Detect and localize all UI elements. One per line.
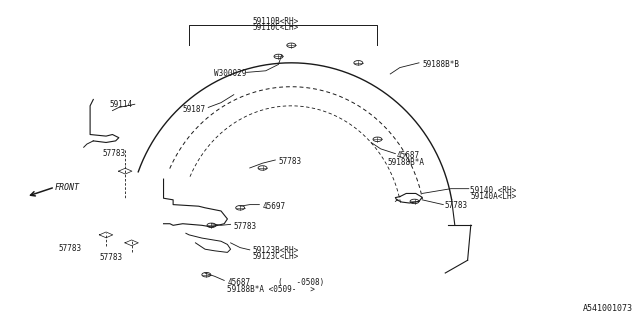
Text: 57783: 57783: [58, 244, 81, 253]
Text: 59123B<RH>: 59123B<RH>: [253, 246, 299, 255]
Text: 45687: 45687: [227, 278, 250, 287]
Text: 59188B*A: 59188B*A: [387, 158, 424, 167]
Text: 57783: 57783: [278, 157, 301, 166]
Text: 57783: 57783: [103, 149, 126, 158]
Text: 57783: 57783: [100, 253, 123, 262]
Text: 45687: 45687: [397, 151, 420, 160]
Text: W300029: W300029: [214, 69, 246, 78]
Text: 59140 <RH>: 59140 <RH>: [470, 186, 516, 195]
Text: (   -0508): ( -0508): [278, 278, 324, 287]
Text: 59140A<LH>: 59140A<LH>: [470, 192, 516, 201]
Text: 59188B*A <0509-   >: 59188B*A <0509- >: [227, 285, 316, 294]
Text: 59187: 59187: [182, 105, 206, 114]
Text: 45697: 45697: [262, 202, 285, 211]
Text: 59110C<LH>: 59110C<LH>: [252, 23, 298, 32]
Text: 59110B<RH>: 59110B<RH>: [252, 17, 298, 26]
Text: A541001073: A541001073: [583, 304, 633, 313]
Text: 59188B*B: 59188B*B: [422, 60, 459, 69]
Text: 57783: 57783: [445, 201, 468, 210]
Text: 59123C<LH>: 59123C<LH>: [253, 252, 299, 261]
Text: 57783: 57783: [234, 222, 257, 231]
Text: FRONT: FRONT: [55, 183, 80, 192]
Text: 59114: 59114: [109, 100, 132, 109]
